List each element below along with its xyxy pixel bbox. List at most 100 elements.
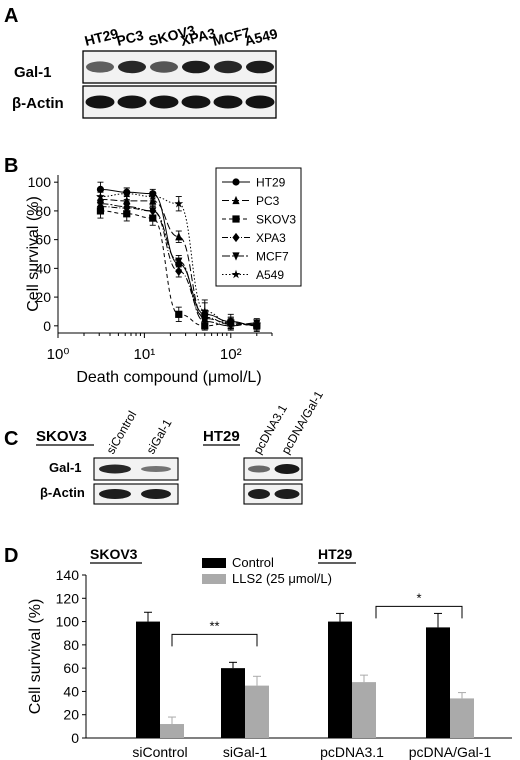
ht29-actin-blot bbox=[243, 483, 303, 505]
y-tick-label: 60 bbox=[63, 660, 79, 676]
legend-label: A549 bbox=[256, 268, 284, 282]
y-axis-title: Cell survival (%) bbox=[27, 599, 44, 715]
panel-d-skov3-title: SKOV3 bbox=[90, 546, 138, 562]
y-tick-label: 20 bbox=[35, 289, 51, 305]
gal1-bands bbox=[86, 60, 274, 74]
bar bbox=[160, 724, 184, 738]
bar bbox=[136, 621, 160, 738]
actin-bands bbox=[85, 95, 275, 109]
panel-c-ht29-title: HT29 bbox=[203, 428, 240, 445]
skov3-gal1-blot bbox=[93, 457, 179, 481]
actin-band bbox=[149, 95, 179, 109]
panel-c-skov3-title: SKOV3 bbox=[36, 428, 87, 445]
legend-marker bbox=[231, 269, 241, 279]
y-tick-label: 0 bbox=[43, 318, 51, 334]
panel-a-letter: A bbox=[4, 5, 18, 27]
panel-c-bands bbox=[99, 464, 300, 499]
actin-band bbox=[213, 95, 243, 109]
data-point bbox=[252, 319, 262, 329]
y-tick-label: 0 bbox=[71, 730, 79, 746]
legend-marker bbox=[232, 178, 240, 186]
panel-d-letter: D bbox=[4, 545, 18, 567]
bar bbox=[245, 685, 269, 738]
y-axis-title: Cell survival (%) bbox=[25, 196, 42, 312]
gal1-band bbox=[248, 465, 270, 473]
panel-c-row-label-actin: β-Actin bbox=[40, 485, 85, 500]
data-point bbox=[174, 199, 184, 208]
actin-band bbox=[274, 489, 300, 499]
legend-marker bbox=[232, 252, 240, 261]
gal1-band bbox=[86, 61, 114, 73]
data-point bbox=[175, 266, 183, 276]
actin-band bbox=[245, 95, 275, 109]
legend-swatch bbox=[202, 558, 226, 568]
gal1-band bbox=[246, 60, 274, 74]
data-point bbox=[96, 200, 105, 209]
data-point bbox=[175, 232, 183, 241]
ht29-gal1-blot bbox=[243, 457, 303, 481]
gal1-band bbox=[274, 464, 300, 474]
y-tick-label: 40 bbox=[63, 683, 79, 699]
gal1-band bbox=[118, 60, 146, 74]
dose-response-chart: 0 20 40 60 80 100 10⁰ 10¹ 10² Death compound (μmo… bbox=[25, 167, 302, 386]
legend-box bbox=[215, 167, 302, 287]
actin-band bbox=[181, 95, 211, 109]
actin-band bbox=[99, 489, 131, 499]
data-point bbox=[122, 189, 132, 198]
data-point bbox=[123, 203, 131, 212]
cell-line-label: HT29 bbox=[83, 25, 120, 49]
y-tick-label: 120 bbox=[56, 590, 80, 606]
category-label: pcDNA/Gal-1 bbox=[409, 744, 492, 760]
actin-blot bbox=[82, 85, 277, 119]
significance-left-label: ** bbox=[209, 618, 219, 633]
actin-band bbox=[248, 489, 270, 499]
significance-right-label: * bbox=[416, 590, 421, 605]
actin-band bbox=[141, 489, 171, 499]
y-tick-label: 80 bbox=[63, 637, 79, 653]
data-point bbox=[148, 191, 158, 201]
legend-label: SKOV3 bbox=[256, 213, 296, 227]
legend-label: XPA3 bbox=[256, 231, 286, 245]
legend-label: MCF7 bbox=[256, 250, 289, 264]
y-tick-label: 20 bbox=[63, 707, 79, 723]
significance-right-bracket bbox=[375, 605, 463, 619]
legend: HT29 PC3 SKOV3 XPA3 MCF7 A549 bbox=[215, 167, 302, 287]
actin-band bbox=[85, 95, 115, 109]
data-point bbox=[200, 306, 210, 316]
bar bbox=[328, 621, 352, 738]
western-row-label-gal1: Gal-1 bbox=[14, 64, 52, 81]
x-tick-label: 10² bbox=[220, 346, 242, 363]
legend-label: PC3 bbox=[256, 194, 280, 208]
panel-b-letter: B bbox=[4, 155, 18, 177]
western-row-label-actin: β-Actin bbox=[12, 95, 64, 112]
actin-band bbox=[117, 95, 147, 109]
panel-c-row-label-gal1: Gal-1 bbox=[49, 460, 82, 475]
cell-line-label: A549 bbox=[243, 25, 280, 49]
x-tick-label: 10⁰ bbox=[47, 346, 70, 363]
y-tick-label: 40 bbox=[35, 260, 51, 276]
legend-swatch bbox=[202, 574, 226, 584]
gal1-band bbox=[214, 60, 242, 74]
gal1-band bbox=[182, 60, 210, 74]
y-tick-label: 140 bbox=[56, 567, 80, 583]
category-label: pcDNA3.1 bbox=[320, 744, 384, 760]
gal1-band bbox=[141, 466, 171, 472]
significance-left-bracket bbox=[171, 633, 258, 647]
data-point bbox=[96, 191, 105, 201]
legend-marker bbox=[232, 215, 240, 223]
legend-marker bbox=[232, 232, 240, 243]
y-tick-label: 80 bbox=[35, 203, 51, 219]
legend-label: HT29 bbox=[256, 176, 286, 190]
y-tick-label: 100 bbox=[56, 614, 80, 630]
legend-label: Control bbox=[232, 555, 274, 570]
bar bbox=[352, 682, 376, 738]
gal1-band bbox=[99, 464, 131, 474]
bar bbox=[426, 627, 450, 738]
lane-label: siGal-1 bbox=[143, 416, 174, 456]
data-point bbox=[175, 310, 183, 318]
y-tick-label: 100 bbox=[28, 174, 52, 190]
panel-d-ht29-title: HT29 bbox=[318, 546, 352, 562]
series-a549 bbox=[96, 187, 262, 330]
x-axis-title: Death compound (μmol/L) bbox=[76, 369, 261, 386]
